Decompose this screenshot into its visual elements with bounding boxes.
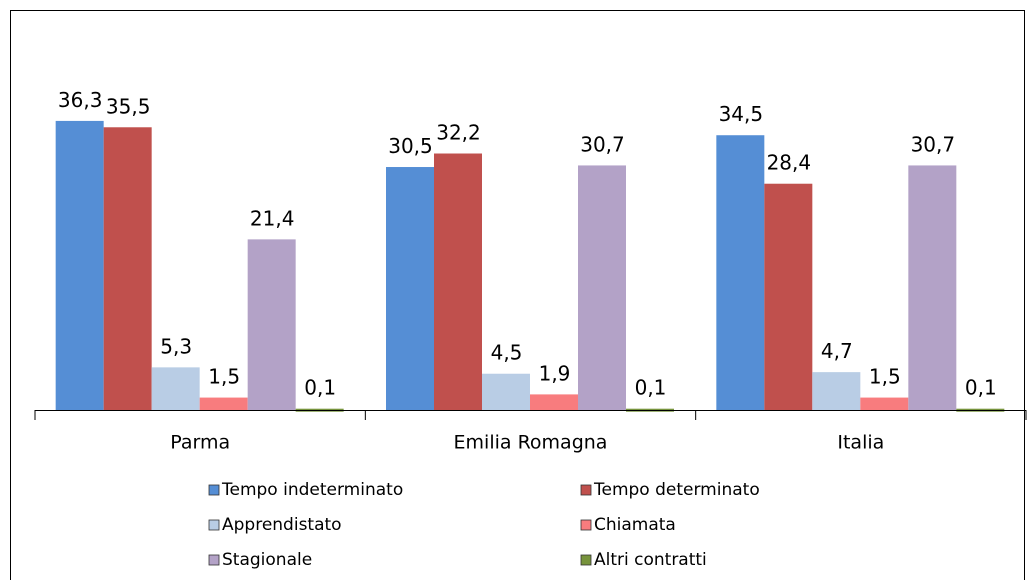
data-label: 0,1 xyxy=(965,376,997,400)
bar xyxy=(199,397,248,411)
bar xyxy=(434,153,482,411)
bar xyxy=(103,127,152,411)
legend-swatch xyxy=(208,484,220,496)
x-tick-label: Parma xyxy=(170,432,230,454)
data-label: 32,2 xyxy=(436,121,481,145)
bar xyxy=(812,372,861,411)
data-label: 35,5 xyxy=(106,94,151,118)
legend-swatch xyxy=(208,554,220,566)
bar xyxy=(764,183,813,411)
legend-label: Stagionale xyxy=(222,550,312,570)
data-label: 5,3 xyxy=(160,334,192,358)
data-label: 28,4 xyxy=(767,151,812,175)
bar xyxy=(860,397,909,411)
bar xyxy=(578,165,626,411)
data-label: 30,5 xyxy=(388,134,433,158)
x-tick-label: Emilia Romagna xyxy=(454,432,608,454)
legend-label: Chiamata xyxy=(594,515,676,535)
legend-swatch xyxy=(580,554,592,566)
legend-label: Tempo determinato xyxy=(593,480,760,500)
data-label: 34,5 xyxy=(719,102,764,126)
legend-swatch xyxy=(208,519,220,531)
bar xyxy=(386,167,434,411)
data-label: 4,7 xyxy=(821,339,853,363)
chart-frame xyxy=(10,10,1025,580)
bar xyxy=(482,373,530,411)
bar xyxy=(908,165,957,411)
data-label: 1,5 xyxy=(869,365,901,389)
legend-label: Altri contratti xyxy=(594,550,707,570)
data-label: 0,1 xyxy=(304,376,336,400)
data-label: 36,3 xyxy=(58,88,103,112)
data-label: 0,1 xyxy=(635,376,667,400)
data-label: 21,4 xyxy=(250,206,295,230)
data-label: 4,5 xyxy=(491,341,523,365)
bar xyxy=(247,239,296,411)
legend-label: Tempo indeterminato xyxy=(221,480,403,500)
x-tick-label: Italia xyxy=(837,432,884,454)
data-label: 30,7 xyxy=(911,132,956,156)
legend-swatch xyxy=(580,484,592,496)
bar xyxy=(55,120,104,411)
bar xyxy=(716,135,765,411)
bar xyxy=(151,367,200,411)
bar xyxy=(530,394,578,411)
legend-label: Apprendistato xyxy=(222,515,342,535)
legend-swatch xyxy=(580,519,592,531)
data-label: 1,5 xyxy=(208,365,240,389)
data-label: 1,9 xyxy=(539,361,571,385)
data-label: 30,7 xyxy=(580,132,625,156)
